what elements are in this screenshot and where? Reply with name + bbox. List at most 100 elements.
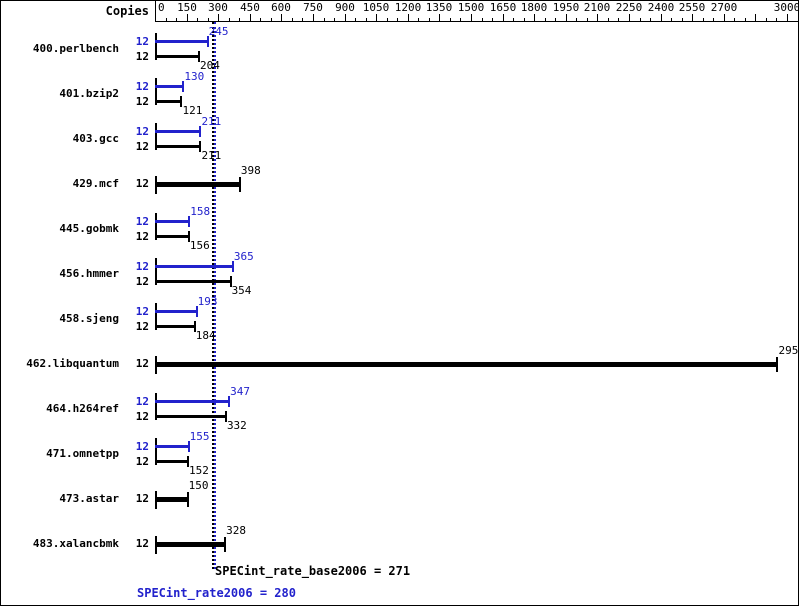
bar-peak (155, 310, 196, 313)
axis-tick-minor (608, 18, 609, 22)
benchmark-name: 471.omnetpp (46, 447, 119, 460)
bar-peak (155, 445, 188, 448)
bar-end-cap-peak (199, 126, 202, 137)
axis-tick-minor (302, 18, 303, 22)
benchmark-row: 429.mcf 12 398 (1, 162, 798, 207)
axis-tick-label: 0 (158, 1, 165, 14)
bar-value-label: 150 (188, 479, 209, 492)
bar-peak (155, 400, 229, 403)
axis-tick-minor (576, 18, 577, 22)
axis-tick-major (439, 14, 440, 22)
axis-tick-label: 600 (271, 1, 291, 14)
bar-value-label-peak: 347 (230, 385, 250, 398)
axis-tick-minor (292, 18, 293, 22)
axis-tick-minor (334, 18, 335, 22)
bar-base (155, 145, 200, 148)
axis-tick-minor (492, 18, 493, 22)
bar-value-label-base: 121 (182, 104, 203, 117)
reference-line-peak (213, 22, 218, 569)
bar-end-cap-base (193, 321, 196, 332)
benchmark-name: 456.hmmer (59, 267, 119, 280)
bar-end-cap-peak (206, 36, 209, 47)
axis-tick-minor (776, 18, 777, 22)
axis-tick-minor (387, 18, 388, 22)
axis-tick-major (471, 14, 472, 22)
bar-peak (155, 265, 232, 268)
benchmark-row: 400.perlbench 12 12 245 204 (1, 25, 798, 72)
copies-value-base: 12 (135, 50, 149, 63)
axis-tick-minor (208, 18, 209, 22)
axis-baseline (155, 21, 798, 22)
bar-base (155, 235, 188, 238)
axis-tick-minor (650, 18, 651, 22)
axis-tick-minor (271, 18, 272, 22)
axis-tick-minor (429, 18, 430, 22)
axis-tick-minor (397, 18, 398, 22)
benchmark-name: 429.mcf (72, 177, 119, 190)
axis-tick-minor (460, 18, 461, 22)
bar-value-label: 328 (226, 524, 246, 537)
bar-end-cap-base (187, 231, 190, 242)
axis-tick-label: 300 (208, 1, 228, 14)
copies-value-peak: 12 (135, 260, 149, 273)
axis-tick-major (408, 14, 409, 22)
axis-tick-label: 1050 (362, 1, 390, 14)
axis-tick-minor (513, 18, 514, 22)
copies-value-peak: 12 (135, 395, 149, 408)
bar-origin-cap (155, 33, 157, 60)
axis-tick-major (503, 14, 504, 22)
axis-tick-minor (766, 18, 767, 22)
benchmark-row: 401.bzip2 12 12 130 121 (1, 71, 798, 117)
bar-value-label-peak: 245 (208, 25, 229, 38)
copies-value-peak: 12 (135, 215, 149, 228)
copies-value-base: 12 (135, 230, 149, 243)
axis-tick-label: 3000 (773, 1, 799, 14)
copies-value-base: 12 (135, 320, 149, 333)
benchmark-name: 464.h264ref (46, 402, 119, 415)
bar-end-cap-peak (231, 261, 234, 272)
axis-tick-label: 2700 (710, 1, 738, 14)
axis-tick-label: 1350 (425, 1, 453, 14)
axis-tick-label: 1950 (552, 1, 580, 14)
copies-column-header: Copies (105, 4, 149, 18)
x-axis: 0 150 300 450 600 750 900 1050 1200 1350 1500 1650 1… (155, 1, 799, 22)
copies-value-peak: 12 (135, 305, 149, 318)
bar-end-cap (186, 492, 189, 507)
bar-origin-cap (155, 258, 157, 285)
axis-tick-minor (239, 18, 240, 22)
bar-base (155, 460, 188, 463)
benchmark-name: 401.bzip2 (59, 87, 119, 100)
bar-end-cap (224, 537, 227, 552)
axis-tick-minor (324, 18, 325, 22)
axis-tick-minor (482, 18, 483, 22)
axis-tick-major (250, 14, 251, 22)
axis-tick-major (376, 14, 377, 22)
bar-base (155, 325, 194, 328)
bar-value-label-base: 204 (199, 59, 220, 72)
bar-end-cap-base (180, 96, 183, 107)
copies-value: 12 (135, 537, 149, 550)
axis-tick-minor (555, 18, 556, 22)
bar-peak (155, 40, 207, 43)
benchmark-name: 400.perlbench (32, 42, 119, 55)
axis-tick-major (755, 14, 756, 22)
axis-tick-major (155, 14, 156, 22)
axis-tick-minor (524, 18, 525, 22)
axis-tick-label: 1650 (489, 1, 517, 14)
reference-line-base (212, 22, 216, 569)
axis-tick-major (629, 14, 630, 22)
axis-tick-minor (587, 18, 588, 22)
bar-value-label-base: 152 (189, 464, 209, 477)
bar-value-label-peak: 158 (190, 205, 211, 218)
axis-tick-label: 2250 (615, 1, 643, 14)
benchmark-row: 456.hmmer 12 12 365 354 (1, 251, 798, 297)
bar-merged (155, 362, 777, 367)
axis-tick-major (187, 14, 188, 22)
axis-tick-label: 1500 (457, 1, 485, 14)
axis-tick-minor (450, 18, 451, 22)
axis-tick-minor (640, 18, 641, 22)
bar-value-label-peak: 193 (197, 295, 218, 308)
bar-value-label-base: 332 (226, 419, 247, 432)
axis-tick-minor (176, 18, 177, 22)
